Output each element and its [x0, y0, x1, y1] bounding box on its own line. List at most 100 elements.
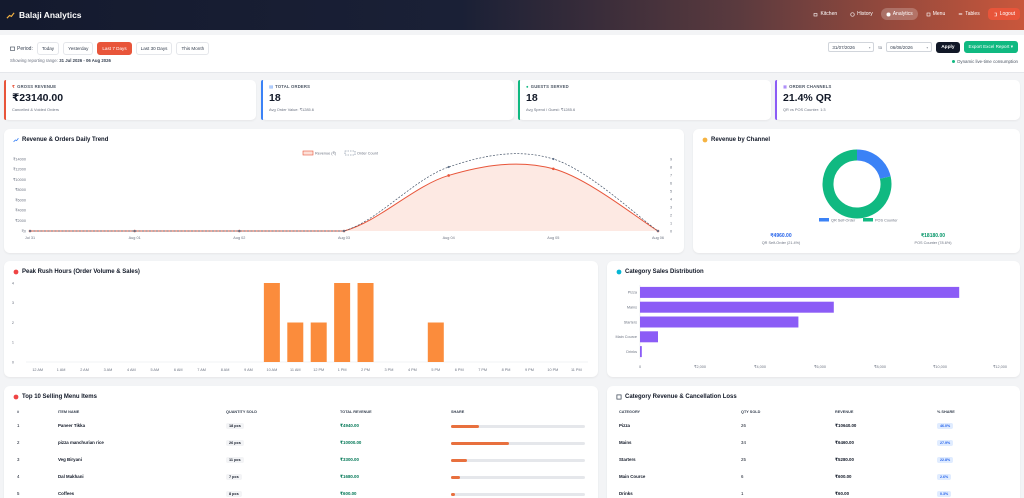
kpi-guests-served: ● GUESTS SERVED 18 Avg Spend / Guest: ₹12… [518, 80, 771, 120]
legend-pos: POS Counter [875, 218, 898, 222]
row-qty: 11 pcs [226, 457, 244, 463]
row-category: Mains [619, 440, 632, 445]
date-to-value: 06/08/2026 [890, 44, 913, 50]
table-row[interactable]: Mains 34 ₹6460.00 27.9% [607, 440, 1020, 452]
x-tick: Aug 03 [338, 236, 350, 240]
kpi-value: ₹23140.00 [12, 92, 64, 104]
table-row[interactable]: Pizza 26 ₹10640.00 46.0% [607, 423, 1020, 435]
table-icon [616, 394, 622, 400]
col-category: CATEGORY [619, 410, 641, 414]
table-row[interactable]: Starters 25 ₹5280.00 22.8% [607, 457, 1020, 469]
x-tick: Aug 05 [547, 236, 559, 240]
kpi-label-text: GROSS REVENUE [17, 84, 57, 89]
x-tick: 2 PM [361, 368, 370, 372]
table-row[interactable]: 3 Veg Biryani 11 pcs ₹3300.00 [4, 457, 598, 469]
x-tick: Aug 01 [129, 236, 141, 240]
category-bar[interactable] [640, 301, 834, 313]
row-category: Starters [619, 457, 636, 462]
period-today-button[interactable]: Today [36, 42, 60, 55]
row-category: Drinks [619, 491, 633, 496]
period-yesterday-button[interactable]: Yesterday [63, 42, 94, 55]
kpi-sub: Cancelled & Voided Orders [12, 107, 59, 112]
date-to-input[interactable]: 06/08/2026 ▫ [886, 42, 933, 52]
rush-bar[interactable] [310, 322, 327, 363]
table-row[interactable]: Drinks 1 ₹60.00 0.3% [607, 491, 1020, 498]
range-prefix: Showing reporting range: [10, 58, 59, 63]
rush-title: Peak Rush Hours (Order Volume & Sales) [13, 269, 140, 275]
date-range: 31/07/2026 ▫ to 06/08/2026 ▫ Apply Export … [828, 41, 1018, 53]
rush-bar[interactable] [357, 283, 374, 362]
clock-icon [13, 269, 19, 275]
col-share: SHARE [451, 410, 465, 414]
export-button[interactable]: Export Excel Report ▾ [963, 41, 1018, 53]
y-tick-right: 9 [670, 157, 672, 161]
period-selector: Period: Today Yesterday Last 7 Days Last… [10, 42, 210, 55]
table-row[interactable]: 5 Coffees 8 pcs ₹600.00 [4, 491, 598, 498]
kpi-accent [261, 80, 263, 120]
period-last7-button[interactable]: Last 7 Days [97, 42, 132, 55]
range-text: Showing reporting range: 31 Jul 2026 - 0… [10, 58, 111, 63]
menu-icon [926, 12, 931, 16]
rush-bar[interactable] [334, 283, 351, 362]
range-value: 31 Jul 2026 - 06 Aug 2026 [59, 58, 111, 63]
nav-analytics[interactable]: Analytics [880, 8, 918, 20]
nav-menu-item[interactable]: Menu [921, 8, 951, 20]
x-tick: 12 AM [32, 368, 43, 372]
top-items-card: Top 10 Selling Menu Items # ITEM NAME QU… [4, 386, 598, 498]
col-rank: # [17, 410, 20, 414]
category-bar[interactable] [640, 316, 799, 328]
donut-slice[interactable] [856, 149, 891, 180]
y-tick-left: ₹8000 [15, 188, 26, 192]
share-track [451, 459, 585, 462]
kpi-label: ₹ GROSS REVENUE [12, 84, 248, 89]
category-bar[interactable] [640, 331, 658, 343]
nav-history[interactable]: History [845, 8, 878, 20]
donut-slice[interactable] [822, 149, 892, 219]
x-tick: Jul 31 [25, 236, 35, 240]
period-month-button[interactable]: This Month [176, 42, 210, 55]
period-last30-button[interactable]: Last 30 Days [135, 42, 173, 55]
category-bar[interactable] [640, 346, 642, 358]
x-tick: 5 AM [150, 368, 159, 372]
date-from-input[interactable]: 31/07/2026 ▫ [828, 42, 875, 52]
trend-title: Revenue & Orders Daily Trend [13, 137, 108, 143]
rush-bar[interactable] [263, 283, 280, 362]
x-tick: 11 AM [290, 368, 300, 372]
table-row[interactable]: 2 pizza manchurian rice 26 pcs ₹10000.00 [4, 440, 598, 452]
kpi-value: 18 [526, 92, 538, 104]
nav-tables[interactable]: Tables [953, 8, 984, 20]
y-tick-left: ₹14000 [13, 157, 26, 161]
category-bar[interactable] [640, 286, 960, 298]
x-tick: ₹10,000 [933, 365, 947, 369]
legend-swatch-revenue [302, 150, 314, 156]
logout-button[interactable]: Logout [987, 8, 1020, 20]
share-fill [451, 425, 480, 428]
x-tick: ₹6,000 [814, 365, 826, 369]
share-track [451, 442, 585, 445]
rush-bar[interactable] [427, 322, 444, 363]
legend-qr: QR Self-Order [831, 218, 856, 222]
row-category: Pizza [619, 423, 630, 428]
brand[interactable]: Balaji Analytics [6, 10, 82, 20]
apply-button[interactable]: Apply [936, 41, 960, 53]
nav-kitchen[interactable]: Kitchen [808, 8, 842, 20]
category-title: Category Sales Distribution [616, 269, 704, 275]
rush-bar[interactable] [287, 322, 304, 363]
table-row[interactable]: Main Cource 6 ₹600.00 2.6% [607, 474, 1020, 486]
x-tick: 4 AM [127, 368, 136, 372]
share-fill [451, 459, 468, 462]
row-qty: 26 pcs [226, 440, 244, 446]
table-row[interactable]: 4 Dal Makhani 7 pcs ₹1680.00 [4, 474, 598, 486]
y-tick-right: 5 [670, 189, 672, 193]
y-tick-left: ₹10000 [13, 178, 26, 182]
calendar-icon: ▫ [868, 44, 871, 50]
live-indicator: Dynamic live-time consumption [952, 59, 1018, 64]
table-row[interactable]: 1 Paneer Tikka 18 pcs ₹4940.00 [4, 423, 598, 435]
row-revenue: ₹1680.00 [340, 474, 359, 479]
channel-donut: QR Self-Order POS Counter ₹4960.00 QR Se… [762, 149, 952, 245]
row-cat-revenue: ₹5280.00 [835, 457, 854, 462]
legend-swatch-qr [819, 218, 829, 222]
period-label: Period: [10, 46, 33, 52]
row-rank: 3 [17, 457, 20, 462]
kpi-sub: Avg Order Value: ₹1285.6 [269, 107, 314, 112]
